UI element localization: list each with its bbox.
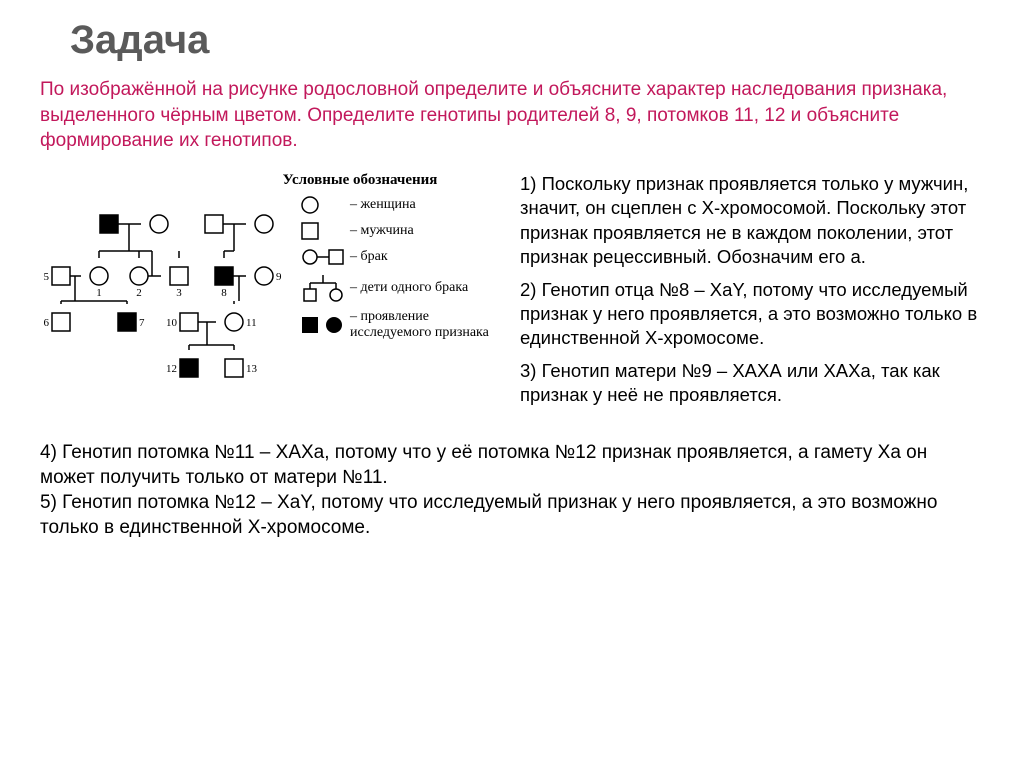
svg-text:3: 3 <box>176 287 182 299</box>
legend-label: – женщина <box>350 197 500 213</box>
answer-2: 2) Генотип отца №8 – ХаY, потому что исс… <box>520 278 984 351</box>
answers-bottom: 4) Генотип потомка №11 – ХАХа, потому чт… <box>40 440 984 541</box>
svg-text:12: 12 <box>166 363 177 375</box>
marriage-icon <box>300 247 350 267</box>
svg-text:9: 9 <box>276 271 282 283</box>
answer-5: 5) Генотип потомка №12 – ХаY, потому что… <box>40 490 984 541</box>
legend-marriage: – брак <box>300 247 500 267</box>
children-icon <box>300 273 350 303</box>
answers-right: 1) Поскольку признак проявляется только … <box>520 172 984 416</box>
answer-1: 1) Поскольку признак проявляется только … <box>520 172 984 270</box>
problem-prompt: По изображённой на рисунке родословной о… <box>40 77 984 154</box>
pedigree-chart: 5123896710111213 <box>40 195 300 395</box>
svg-text:1: 1 <box>96 287 102 299</box>
legend-label: – дети одного брака <box>350 280 500 296</box>
svg-text:13: 13 <box>246 363 258 375</box>
legend-affected: – проявление исследуемого признака <box>300 309 500 341</box>
svg-text:5: 5 <box>44 271 50 283</box>
circle-icon <box>300 195 350 215</box>
svg-text:6: 6 <box>44 317 50 329</box>
legend-title: Условные обозначения <box>220 172 500 189</box>
diagram-area: 5123896710111213 – женщина – мужчина – б… <box>40 195 500 395</box>
pedigree-svg: 5123896710111213 <box>40 195 300 390</box>
legend-label: – проявление исследуемого признака <box>350 309 500 341</box>
legend-male: – мужчина <box>300 221 500 241</box>
svg-text:7: 7 <box>139 317 145 329</box>
answer-3: 3) Генотип матери №9 – ХАХА или ХАХа, та… <box>520 359 984 408</box>
affected-icon <box>300 315 350 335</box>
legend-label: – мужчина <box>350 223 500 239</box>
legend-label: – брак <box>350 249 500 265</box>
page-title: Задача <box>70 18 984 63</box>
legend-list: – женщина – мужчина – брак – дети одного… <box>300 195 500 395</box>
svg-text:10: 10 <box>166 317 178 329</box>
legend-children: – дети одного брака <box>300 273 500 303</box>
diagram-column: Условные обозначения 5123896710111213 – … <box>40 172 500 416</box>
svg-text:11: 11 <box>246 317 257 329</box>
answer-4: 4) Генотип потомка №11 – ХАХа, потому чт… <box>40 440 984 491</box>
legend-female: – женщина <box>300 195 500 215</box>
content-row: Условные обозначения 5123896710111213 – … <box>40 172 984 416</box>
square-icon <box>300 221 350 241</box>
svg-text:8: 8 <box>221 287 227 299</box>
svg-text:2: 2 <box>136 287 142 299</box>
